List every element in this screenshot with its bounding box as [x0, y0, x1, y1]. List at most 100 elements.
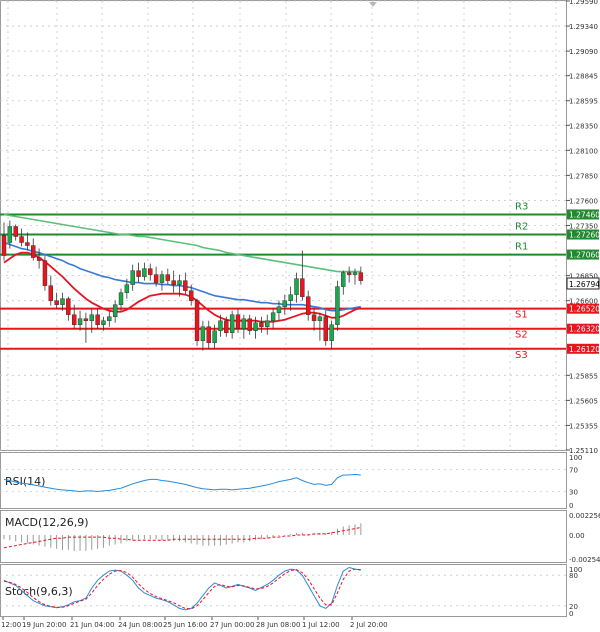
candles [1, 220, 364, 351]
level-price-label: 1.26120 [569, 345, 600, 354]
macd-tick-label: 0.00 [569, 532, 585, 540]
candle-body [294, 278, 299, 295]
candle-body [130, 270, 135, 285]
candle-body [346, 272, 352, 275]
candle-body [36, 257, 42, 261]
level-price-label: 1.26320 [569, 325, 600, 334]
level-price-box [567, 303, 599, 314]
level-name-r1: R1 [515, 242, 528, 253]
stoch-label: Stoch(9,6,3) [5, 585, 73, 598]
rsi-panel: RSI(14) 100 70 30 0 [0, 452, 582, 510]
level-price-box [567, 209, 599, 220]
candle-body [148, 268, 153, 275]
price-tick-label: 1.26850 [569, 273, 598, 281]
price-tick-label: 1.25855 [569, 372, 598, 380]
candle-body [218, 320, 223, 331]
price-tick-label: 1.27600 [569, 197, 598, 205]
level-price-box [567, 343, 599, 354]
candle-body [153, 274, 159, 283]
candle-body [112, 304, 118, 317]
level-name-s2: S2 [515, 330, 528, 341]
price-tick-label: 1.29590 [569, 0, 598, 6]
candle-body [71, 314, 77, 325]
candle-body [89, 314, 94, 321]
price-tick-label: 1.25355 [569, 422, 598, 430]
candle-body [60, 298, 65, 305]
candle-body [270, 312, 276, 321]
current-price-box [566, 277, 600, 290]
candle-body [282, 300, 287, 307]
stoch-tick-label: 0 [569, 610, 573, 618]
candle-body [66, 298, 71, 315]
candle-body [107, 316, 112, 321]
candle-body [335, 286, 340, 325]
candle-body [101, 320, 106, 325]
stoch-tick-label: 80 [569, 572, 578, 580]
macd-tick-label: -0.002543 [569, 556, 600, 564]
level-name-r2: R2 [515, 222, 528, 233]
candle-body [329, 324, 334, 341]
stoch-k-line [3, 566, 361, 611]
candle-body [48, 285, 53, 301]
candle-body [77, 318, 83, 325]
macd-signal-line [3, 527, 361, 549]
candle-body [83, 318, 89, 321]
level-price-label: 1.26520 [569, 305, 600, 314]
level-name-s3: S3 [515, 350, 528, 361]
price-tick-label: 1.28350 [569, 122, 598, 130]
chart-scroll-marker-icon[interactable] [369, 2, 377, 7]
time-tick-label: 27 Jun 00:00 [210, 621, 254, 629]
macd-axis: 0.002256 0.00 -0.002543 [569, 512, 600, 564]
candle-body [300, 278, 305, 297]
level-name-s1: S1 [515, 310, 528, 321]
time-tick-label: 21 Jun 04:00 [70, 621, 114, 629]
pivot-levels: R3 1.27460 R2 1.27260 R1 1.27060 S1 1.26520 S2 1.… [0, 201, 600, 361]
price-tick-label: 1.28100 [569, 147, 598, 155]
candle-body [247, 318, 252, 331]
price-grid [0, 0, 566, 451]
time-tick-label: 1 Jul 12:00 [302, 621, 340, 629]
candle-body [183, 280, 188, 291]
candle-body [188, 290, 194, 301]
candle-body [323, 316, 328, 341]
candle-body [229, 314, 235, 333]
candle-body [31, 245, 36, 258]
moving-averages [3, 213, 362, 323]
level-price-box [567, 249, 599, 260]
candle-body [19, 236, 24, 243]
candle-body [352, 272, 358, 275]
candle-body [241, 318, 247, 329]
macd-label: MACD(12,26,9) [5, 516, 89, 529]
stoch-tick-label: 100 [569, 566, 582, 574]
ma-mid-line [3, 241, 361, 312]
candle-body [206, 326, 211, 343]
candle-body [276, 306, 282, 313]
candle-body [124, 284, 130, 293]
stoch-panel-frame [0, 564, 567, 617]
time-tick-label: 12:00 [1, 621, 21, 629]
level-name-r3: R3 [515, 201, 528, 212]
rsi-polyline [3, 473, 361, 493]
price-tick-label: 1.29340 [569, 23, 598, 31]
price-tick-label: 1.26600 [569, 298, 598, 306]
candle-body [253, 322, 258, 331]
candle-body [177, 280, 182, 285]
price-axis: 1.29590 1.29340 1.29090 1.28845 1.28595 1.283… [566, 0, 598, 455]
current-price-label: 1.26794 [569, 280, 600, 289]
level-price-box [567, 229, 599, 240]
current-price-marker: 1.26794 [566, 277, 600, 290]
candle-body [142, 268, 147, 277]
level-price-label: 1.27260 [569, 231, 600, 240]
candle-body [13, 226, 18, 237]
price-tick-label: 1.27350 [569, 223, 598, 231]
candle-body [159, 274, 165, 283]
stoch-lines [3, 566, 361, 611]
candle-body [200, 326, 206, 341]
price-panel: 1.29590 1.29340 1.29090 1.28845 1.28595 1.283… [0, 0, 600, 455]
candle-body [54, 300, 59, 305]
time-axis: 12:00 19 Jun 20:00 21 Jun 04:00 24 Jun 08:0… [1, 617, 388, 629]
macd-signal-polyline [3, 527, 361, 549]
rsi-tick-label: 30 [569, 489, 578, 497]
macd-panel: MACD(12,26,9) 0.002256 0.00 -0.002543 [0, 510, 600, 564]
